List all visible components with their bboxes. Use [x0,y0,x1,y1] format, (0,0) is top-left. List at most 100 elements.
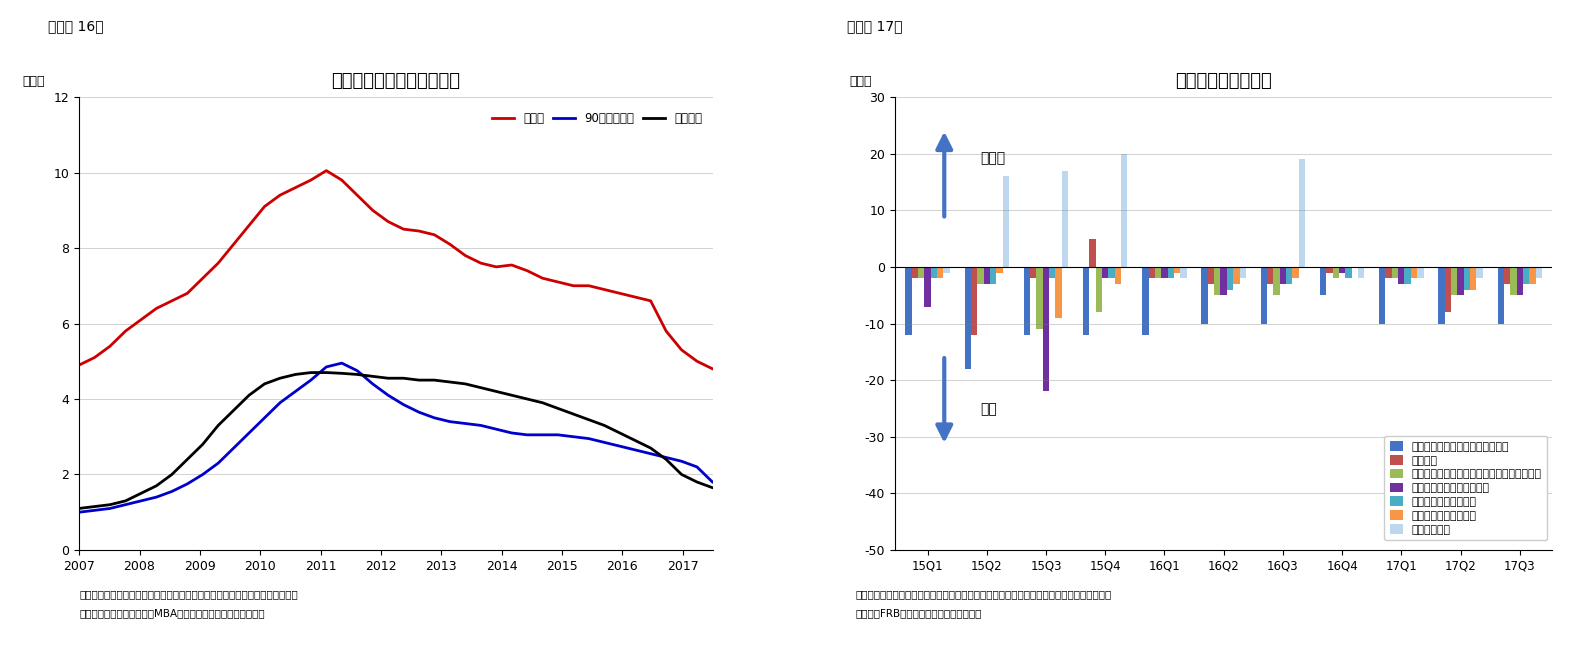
差押え率 [548,404,567,412]
90日超延滞率 [518,431,537,439]
延滞率 [147,305,166,313]
差押え率 [672,470,691,478]
Bar [1392,267,1399,278]
90日超延滞率 [564,433,583,441]
Bar [1451,267,1457,295]
90日超延滞率 [440,418,459,426]
90日超延滞率 [425,414,444,422]
延滞率 [271,192,290,199]
Text: （注）融資基準を「引き締める」との回答割合から「緩和する」との回答割合を引いたもの: （注）融資基準を「引き締める」との回答割合から「緩和する」との回答割合を引いたも… [855,589,1112,598]
差押え率 [410,377,429,384]
Line: 差押え率: 差押え率 [79,373,729,509]
Bar [1213,267,1220,295]
90日超延滞率 [101,505,120,512]
延滞率 [131,316,150,324]
Bar [906,267,912,335]
差押え率 [147,482,166,490]
Bar [990,267,996,284]
Bar [1228,267,1234,290]
差押え率 [333,369,352,377]
差押え率 [209,422,228,430]
Bar [1096,267,1102,313]
延滞率 [225,241,244,248]
Text: （図表 17）: （図表 17） [847,19,903,34]
延滞率 [394,225,413,233]
差押え率 [534,399,553,407]
Bar [938,267,944,278]
差押え率 [626,437,645,444]
延滞率 [301,176,320,184]
延滞率 [580,282,599,290]
延滞率 [379,218,398,226]
90日超延滞率 [687,463,706,471]
差押え率 [394,375,413,382]
90日超延滞率 [472,422,491,430]
延滞率 [687,357,706,365]
90日超延滞率 [225,444,244,452]
Bar [931,267,938,278]
差押え率 [163,470,182,478]
延滞率 [456,252,475,259]
Bar [971,267,977,335]
Text: （％）: （％） [22,75,44,88]
90日超延滞率 [239,429,258,437]
Bar [1476,267,1483,278]
90日超延滞率 [131,497,150,505]
差押え率 [379,375,398,382]
Bar [1142,267,1148,335]
Bar [1261,267,1267,324]
Bar [1267,267,1274,284]
Text: （資料）米抵当銀行協会（MBA）よりニッセイ基礎研究所作成: （資料）米抵当銀行協会（MBA）よりニッセイ基礎研究所作成 [79,608,265,618]
差押え率 [580,416,599,424]
Bar [1049,267,1055,278]
Bar [1445,267,1451,313]
Bar [1174,267,1180,272]
Title: 住宅ローン貸出基準: 住宅ローン貸出基準 [1175,72,1272,90]
Text: （％）: （％） [849,75,871,88]
延滞率 [534,274,553,282]
延滞率 [363,206,382,214]
Bar [944,267,950,272]
延滞率 [657,327,676,335]
差押え率 [610,429,629,437]
90日超延滞率 [672,457,691,465]
差押え率 [116,497,135,505]
差押え率 [518,395,537,403]
Text: （注）延滞率は季節調整値、差押え率は原数値、住宅ローン全体に占める割合: （注）延滞率は季節調整値、差押え率は原数値、住宅ローン全体に占める割合 [79,589,298,598]
差押え率 [239,391,258,399]
90日超延滞率 [379,391,398,399]
90日超延滞率 [147,493,166,501]
Bar [1522,267,1529,284]
Legend: 延滞率, 90日超延滞率, 差押え率: 延滞率, 90日超延滞率, 差押え率 [488,107,706,130]
Bar [1357,267,1364,278]
Text: 緩和: 緩和 [980,402,998,417]
延滞率 [333,176,352,184]
90日超延滞率 [301,377,320,384]
差押え率 [101,501,120,509]
差押え率 [225,406,244,414]
Bar [1161,267,1167,278]
Line: 90日超延滞率: 90日超延滞率 [79,363,729,512]
差押え率 [456,380,475,388]
延滞率 [287,184,306,192]
Bar [1438,267,1445,324]
Bar [1516,267,1522,295]
90日超延滞率 [177,480,196,488]
延滞率 [703,365,722,373]
Bar [1380,267,1386,324]
差押え率 [287,371,306,378]
差押え率 [301,369,320,377]
延滞率 [86,353,105,361]
差押え率 [255,380,274,388]
90日超延滞率 [703,478,722,486]
90日超延滞率 [333,359,352,367]
差押え率 [502,391,521,399]
Bar [1090,239,1096,267]
延滞率 [564,282,583,290]
Title: 住宅ローン延滞、差押え率: 住宅ローン延滞、差押え率 [331,72,461,90]
Bar [1061,171,1068,267]
Bar [965,267,971,369]
差押え率 [425,377,444,384]
Bar [1220,267,1228,295]
90日超延滞率 [394,400,413,408]
